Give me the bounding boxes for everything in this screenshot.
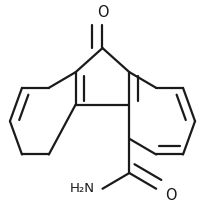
Text: H₂N: H₂N xyxy=(70,182,95,195)
Text: O: O xyxy=(165,188,176,203)
Text: O: O xyxy=(96,5,108,20)
